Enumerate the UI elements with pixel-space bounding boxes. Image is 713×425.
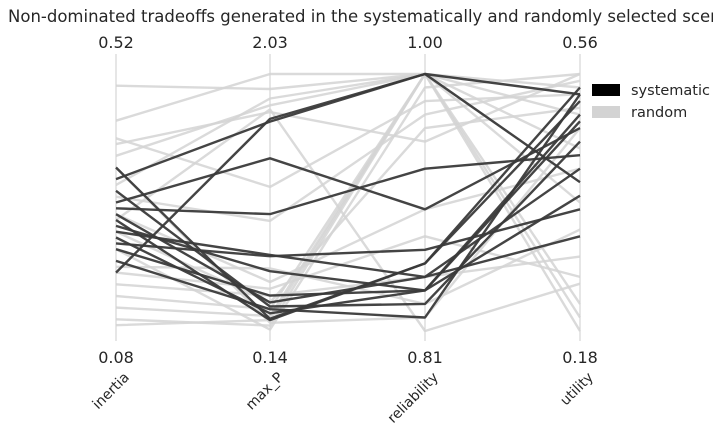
axis-min-label-max-P: 0.14 [252,348,288,367]
random-line-3 [115,72,581,146]
axis-name-max-P: max_P [243,370,287,414]
axis-name-reliability: reliability [385,370,442,425]
legend-swatch-random [592,106,620,118]
systematic-line-12 [115,72,581,274]
systematic-line-10 [115,93,581,319]
axis-min-label-reliability: 0.81 [407,348,443,367]
systematic-line-14 [115,230,581,279]
legend: systematic random [592,83,710,121]
random-line-17 [115,106,581,304]
random-line-18 [115,72,581,204]
axis-max-label-max-P: 2.03 [252,33,288,52]
axis-min-label-utility: 0.18 [562,348,598,367]
random-line-13 [115,72,581,331]
axis-max-label-utility: 0.56 [562,33,598,52]
random-line-8 [115,108,581,333]
axis-max-label-inertia: 0.52 [98,33,134,52]
legend-swatch-systematic [592,84,620,96]
legend-label-random: random [631,105,687,121]
chart-title: Non-dominated tradeoffs generated in the… [8,7,713,26]
systematic-line-9 [115,113,581,297]
random-line-14 [115,93,581,189]
random-line-4 [115,72,581,187]
systematic-line-1 [115,72,581,181]
systematic-line-13 [115,154,581,216]
legend-label-systematic: systematic [631,83,710,99]
axis-name-utility: utility [557,370,596,409]
systematic-line-6 [115,140,581,308]
axis-min-label-inertia: 0.08 [98,348,134,367]
random-line-1 [115,72,581,116]
axis-max-label-reliability: 1.00 [407,33,443,52]
axis-name-inertia: inertia [90,370,133,413]
systematic-line-2 [115,127,581,211]
